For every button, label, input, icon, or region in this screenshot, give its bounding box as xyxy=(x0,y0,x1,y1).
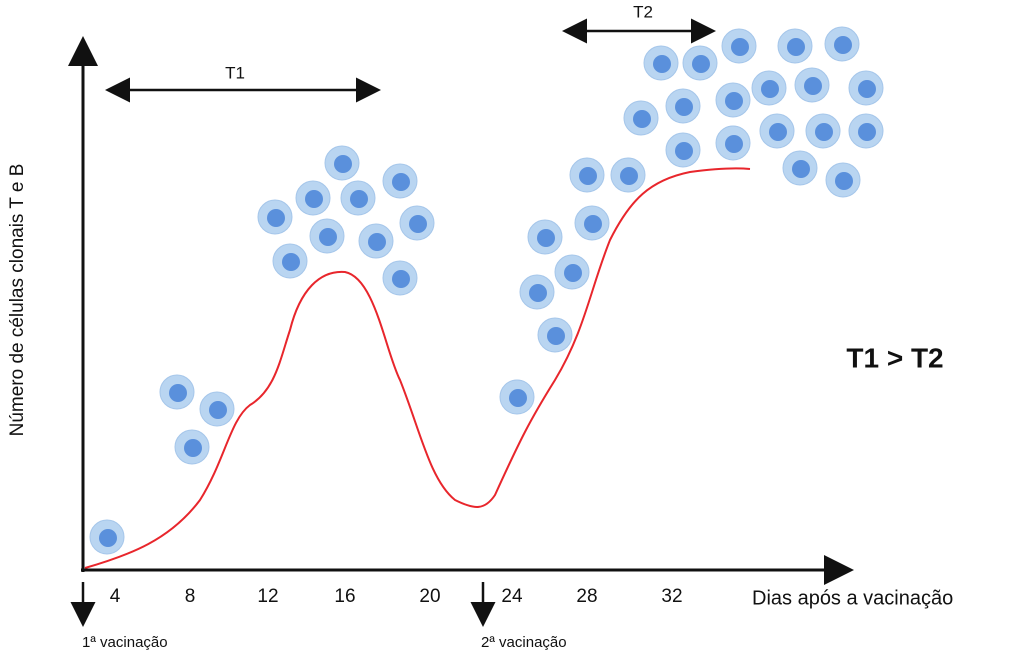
cell-nucleus xyxy=(537,229,555,247)
response-curve xyxy=(84,167,751,569)
cells xyxy=(89,26,884,555)
cell-nucleus xyxy=(792,160,810,178)
x-ticks: 4 8 12 16 20 24 28 32 xyxy=(110,586,683,607)
cell-nucleus xyxy=(564,264,582,282)
cell-nucleus xyxy=(692,55,710,73)
cell-nucleus xyxy=(392,270,410,288)
vaccination-label: 2ª vacinação xyxy=(481,634,567,651)
x-tick-label: 28 xyxy=(576,586,597,607)
cell-nucleus xyxy=(835,172,853,190)
cell-nucleus xyxy=(675,98,693,116)
cell-nucleus xyxy=(409,215,427,233)
cell-nucleus xyxy=(267,209,285,227)
cell-nucleus xyxy=(787,38,805,56)
cell-nucleus xyxy=(815,123,833,141)
x-tick-label: 24 xyxy=(501,586,523,607)
cell-nucleus xyxy=(529,284,547,302)
cell-nucleus xyxy=(509,389,527,407)
cell-nucleus xyxy=(675,142,693,160)
cell-nucleus xyxy=(834,36,852,54)
x-tick-label: 8 xyxy=(185,586,196,607)
cell-nucleus xyxy=(761,80,779,98)
x-axis-label: Dias após a vacinação xyxy=(752,587,953,609)
cell-nucleus xyxy=(731,38,749,56)
comparison: T1 > T2 xyxy=(846,342,943,373)
cell-nucleus xyxy=(319,228,337,246)
cell-nucleus xyxy=(804,77,822,95)
cell-nucleus xyxy=(392,173,410,191)
x-tick-label: 32 xyxy=(661,586,682,607)
x-tick-label: 20 xyxy=(419,586,440,607)
vaccination-label: 1ª vacinação xyxy=(82,634,168,651)
cell-nucleus xyxy=(99,529,117,547)
cell-nucleus xyxy=(368,233,386,251)
interval-label: T1 xyxy=(225,63,245,82)
cell-nucleus xyxy=(633,110,651,128)
cell-nucleus xyxy=(653,55,671,73)
cell-nucleus xyxy=(209,401,227,419)
cell-nucleus xyxy=(547,327,565,345)
cell-nucleus xyxy=(305,190,323,208)
cell-nucleus xyxy=(334,155,352,173)
y-axis-label: Número de células clonais T e B xyxy=(7,164,28,437)
cell-nucleus xyxy=(282,253,300,271)
x-tick-label: 4 xyxy=(110,586,121,607)
cell-nucleus xyxy=(769,123,787,141)
interval-label: T2 xyxy=(633,2,653,21)
cell-nucleus xyxy=(169,384,187,402)
cell-nucleus xyxy=(858,123,876,141)
x-tick-label: 12 xyxy=(257,586,278,607)
cell-nucleus xyxy=(725,92,743,110)
cell-nucleus xyxy=(620,167,638,185)
x-tick-label: 16 xyxy=(334,586,355,607)
cell-nucleus xyxy=(350,190,368,208)
cell-nucleus xyxy=(725,135,743,153)
cell-nucleus xyxy=(858,80,876,98)
cell-nucleus xyxy=(584,215,602,233)
cell-nucleus xyxy=(579,167,597,185)
cell-nucleus xyxy=(184,439,202,457)
